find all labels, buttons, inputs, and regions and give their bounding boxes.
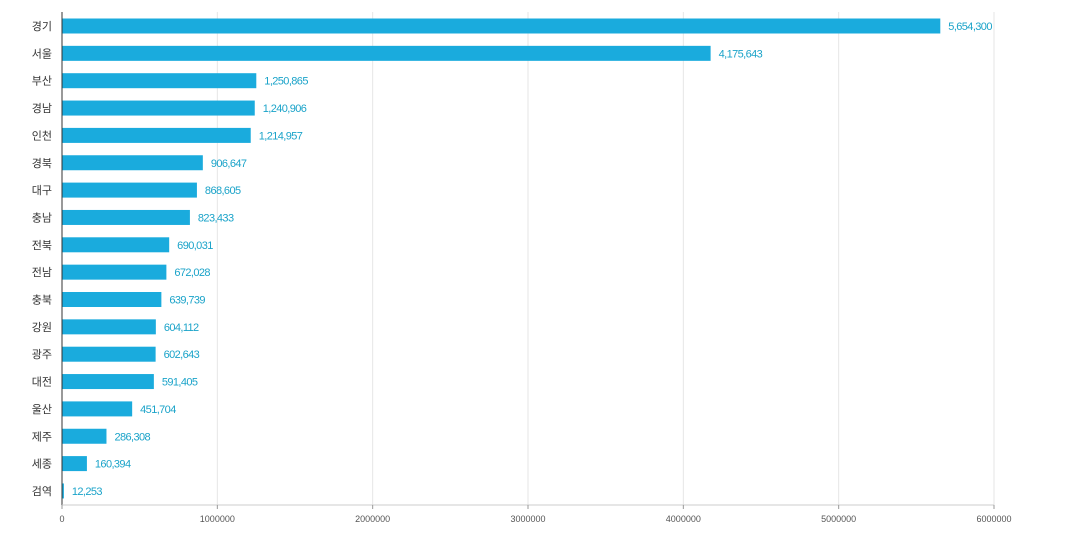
category-label: 검역 [32,485,52,498]
category-label: 부산 [32,75,52,88]
bar-3 [62,73,257,89]
category-label: 제주 [32,430,52,443]
x-tick-label: 5000000 [821,514,856,524]
value-label: 906,647 [211,158,247,170]
value-label: 823,433 [198,212,234,224]
bar-7 [62,182,197,198]
value-label: 591,405 [162,377,198,389]
value-label: 868,605 [205,185,241,197]
bar-4 [62,100,255,116]
value-label: 286,308 [114,431,150,443]
value-label: 4,175,643 [719,48,763,60]
bar-5 [62,127,251,143]
x-tick-label: 4000000 [666,514,701,524]
category-label: 경기 [32,20,52,33]
value-label: 672,028 [174,267,210,279]
category-label: 대전 [32,376,52,389]
category-label: 인천 [32,128,52,142]
value-label: 160,394 [95,459,131,471]
value-label: 5,654,300 [948,21,992,33]
category-label: 세종 [32,458,52,471]
bar-18 [62,483,64,499]
value-label: 1,250,865 [264,76,308,88]
bar-12 [62,319,156,335]
bar-1 [62,18,941,34]
value-label: 12,253 [72,486,103,498]
x-tick-label: 6000000 [976,514,1011,524]
x-tick-labels: 0 1000000 2000000 3000000 4000000 5000000 6000… [59,505,1012,524]
category-label: 울산 [32,403,52,416]
bar-10 [62,264,167,280]
bar-6 [62,155,203,171]
category-label: 경북 [32,157,52,170]
value-labels: 5,654,300 4,175,643 1,250,865 1,240,906 1,21… [72,21,993,498]
category-label: 충북 [32,294,52,307]
category-label: 서울 [32,47,52,60]
x-tick-label: 3000000 [510,514,545,524]
value-label: 451,704 [140,404,176,416]
category-label: 광주 [32,348,52,361]
category-label: 충남 [32,211,52,224]
value-label: 604,112 [164,322,199,334]
category-label: 경남 [32,102,52,115]
bar-9 [62,237,170,253]
x-tick-label: 2000000 [355,514,390,524]
x-tick-label: 0 [59,514,64,524]
value-label: 1,240,906 [263,103,307,115]
bar-11 [62,292,162,307]
value-label: 1,214,957 [259,130,303,142]
bar-13 [62,346,156,362]
value-label: 602,643 [164,349,200,361]
bars [62,18,941,499]
bar-2 [62,45,711,61]
grid-lines [216,12,995,505]
bar-14 [62,374,154,390]
category-label: 전북 [32,239,52,252]
category-label: 대구 [32,184,52,197]
bar-17 [62,456,87,472]
bar-16 [62,428,107,444]
bar-15 [62,401,133,417]
category-label: 강원 [32,321,52,334]
x-tick-label: 1000000 [200,514,235,524]
value-label: 690,031 [177,240,213,252]
bar-8 [62,209,190,225]
category-label: 전남 [32,266,52,279]
value-label: 639,739 [169,295,205,307]
